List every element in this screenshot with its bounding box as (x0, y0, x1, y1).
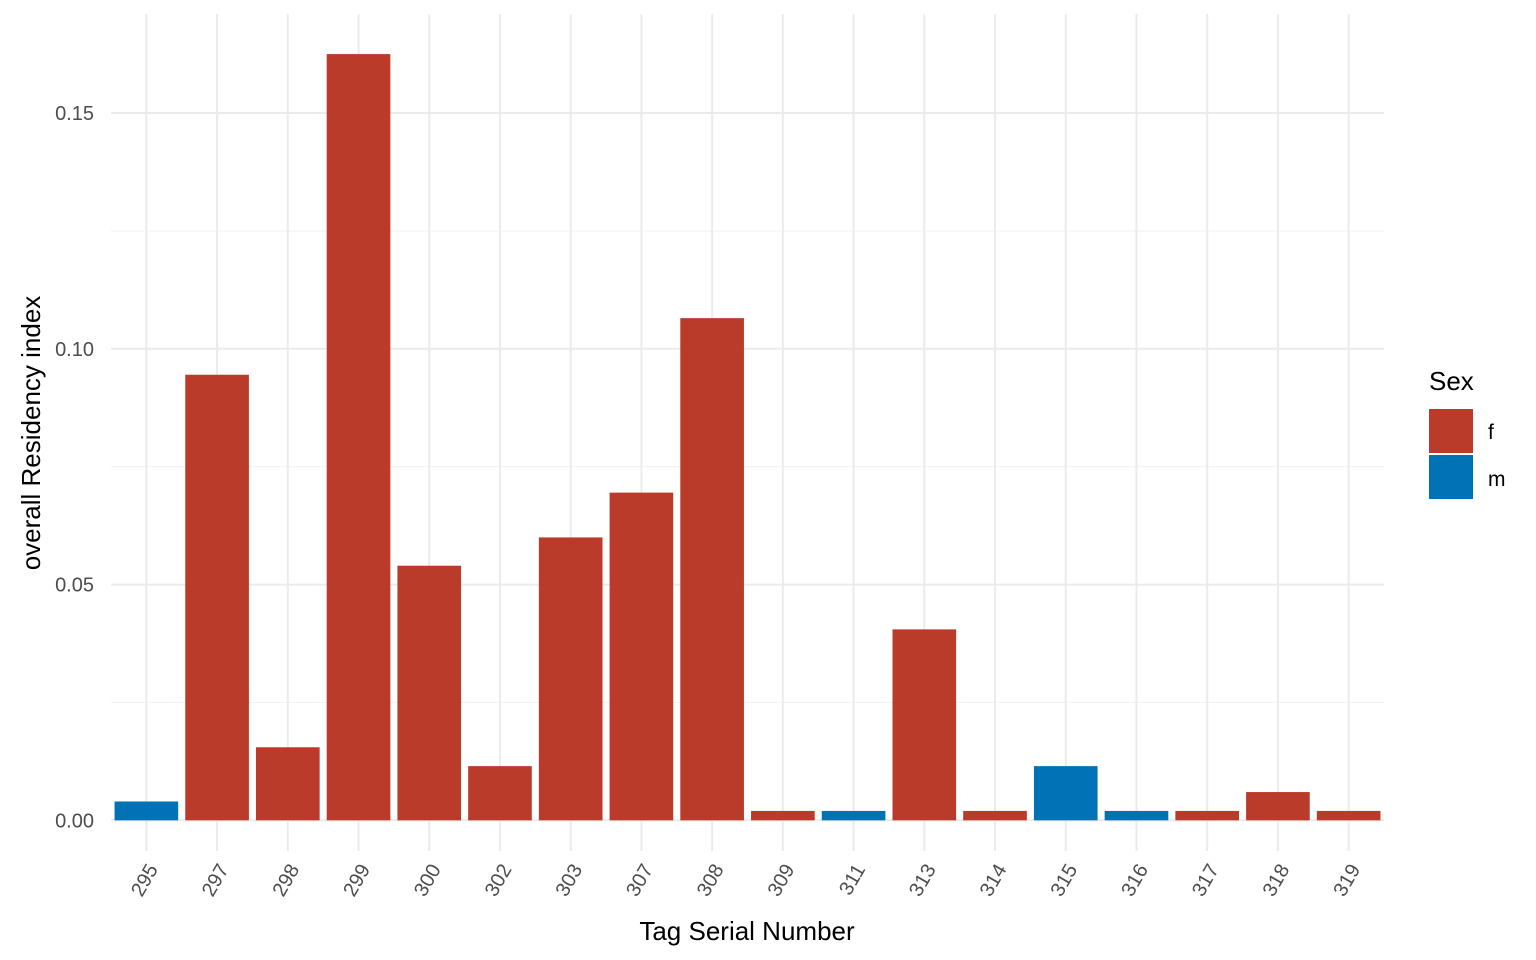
legend-label-m: m (1488, 468, 1506, 491)
x-tick-label: 317 (1188, 861, 1224, 901)
x-tick-label: 297 (198, 861, 234, 901)
x-tick-label: 311 (835, 861, 870, 900)
legend-label-f: f (1488, 421, 1494, 444)
y-tick-label: 0.10 (55, 339, 94, 361)
x-tick-label: 303 (551, 861, 587, 901)
x-tick-label: 298 (269, 861, 305, 901)
x-tick-label: 299 (339, 861, 375, 901)
y-tick-label: 0.05 (55, 575, 94, 597)
legend-swatch-f (1429, 409, 1473, 453)
bar-303 (538, 537, 603, 821)
grid-lines (111, 14, 1384, 851)
x-tick-label: 313 (905, 861, 941, 901)
bar-318 (1246, 792, 1310, 821)
x-axis-ticks: 295 297 298 299 300 302 303 307 308 309 311 313 314 3… (127, 861, 1365, 901)
x-tick-label: 318 (1259, 861, 1295, 901)
bar-316 (1104, 810, 1169, 821)
x-tick-label: 309 (764, 861, 800, 901)
legend-title: Sex (1429, 366, 1474, 396)
bar-319 (1316, 810, 1381, 821)
x-tick-label: 319 (1329, 861, 1365, 901)
bar-314 (963, 810, 1027, 821)
x-tick-label: 302 (481, 861, 517, 901)
bar-302 (468, 766, 532, 821)
bar-297 (185, 374, 249, 821)
bar-309 (751, 810, 815, 821)
bar-299 (326, 54, 391, 821)
bar-298 (255, 747, 320, 821)
legend: Sex f m (1429, 366, 1506, 499)
x-tick-label: 308 (693, 861, 729, 901)
x-tick-label: 315 (1047, 861, 1083, 901)
bar-300 (397, 565, 462, 821)
bar-307 (609, 492, 674, 821)
x-axis-title: Tag Serial Number (639, 916, 855, 946)
bar-308 (680, 318, 744, 821)
x-tick-label: 300 (410, 861, 446, 901)
bars (114, 54, 1381, 821)
x-tick-label: 316 (1117, 861, 1153, 901)
bar-311 (821, 810, 886, 821)
x-tick-label: 314 (976, 861, 1012, 901)
y-axis-ticks: 0.00 0.05 0.10 0.15 (55, 103, 94, 832)
y-tick-label: 0.15 (55, 103, 94, 125)
bar-315 (1033, 766, 1098, 821)
bar-295 (114, 801, 179, 821)
bar-317 (1175, 810, 1240, 821)
x-tick-label: 307 (622, 861, 658, 901)
legend-swatch-m (1429, 455, 1473, 499)
bar-313 (892, 629, 957, 821)
x-tick-label: 295 (127, 861, 163, 901)
y-tick-label: 0.00 (55, 810, 94, 832)
y-axis-title: overall Residency index (16, 296, 46, 571)
